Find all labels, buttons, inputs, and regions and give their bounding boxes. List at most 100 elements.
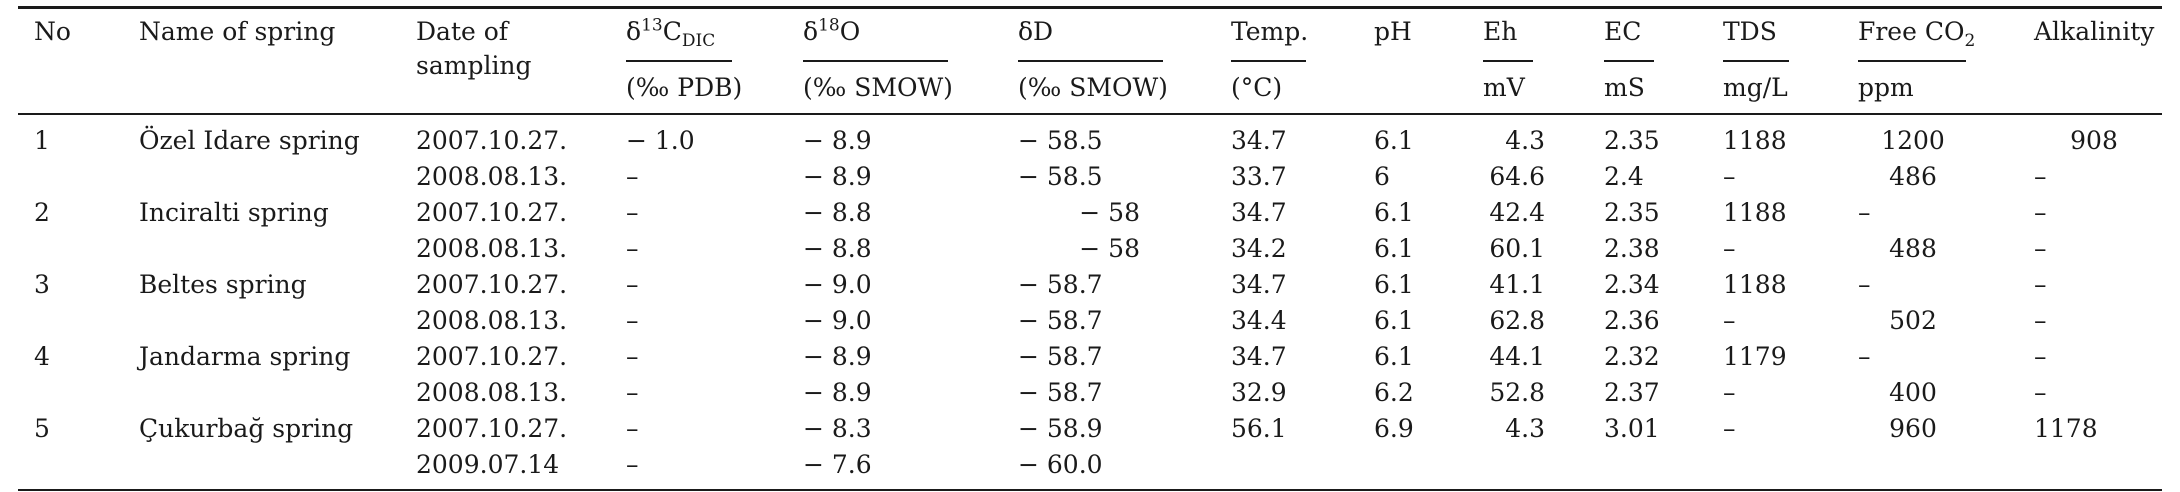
header-temp-unit: (°C) [1231, 73, 1283, 102]
cell-free-co2: 960 [1889, 414, 1937, 443]
cell-d18o: − 8.9 [803, 378, 872, 407]
cell-no: 1 [34, 126, 50, 155]
header-d13c-underline [626, 60, 732, 62]
cell-tds: – [1723, 306, 1736, 335]
cell-ec: 2.32 [1604, 342, 1660, 371]
cell-date: 2009.07.14 [416, 450, 560, 479]
cell-eh: 4.3 [1505, 126, 1545, 155]
cell-ec: 2.36 [1604, 306, 1660, 335]
cell-alkalinity: – [2034, 342, 2047, 371]
cell-alkalinity: – [2034, 270, 2047, 299]
cell-temp: 34.7 [1231, 270, 1287, 299]
header-temp: Temp. [1231, 17, 1309, 46]
table-top-rule [18, 6, 2162, 9]
cell-d18o: − 8.8 [803, 198, 872, 227]
cell-free-co2: 1200 [1881, 126, 1945, 155]
cell-d18o: − 8.9 [803, 126, 872, 155]
cell-ph: 6.1 [1374, 198, 1414, 227]
cell-tds: 1188 [1723, 270, 1787, 299]
cell-alkalinity: – [2034, 198, 2047, 227]
cell-ec: 2.35 [1604, 198, 1660, 227]
cell-d13c: – [626, 234, 639, 263]
cell-tds: 1188 [1723, 198, 1787, 227]
cell-date: 2007.10.27. [416, 342, 568, 371]
cell-dd: − 58.5 [1018, 126, 1103, 155]
cell-d13c: – [626, 306, 639, 335]
cell-date: 2007.10.27. [416, 270, 568, 299]
header-date-line1: Date of [416, 17, 509, 46]
header-eh-unit: mV [1483, 73, 1525, 102]
cell-date: 2008.08.13. [416, 234, 568, 263]
cell-eh: 62.8 [1489, 306, 1545, 335]
cell-tds: – [1723, 414, 1736, 443]
cell-ec: 2.4 [1604, 162, 1644, 191]
header-free-co2-unit: ppm [1858, 73, 1914, 102]
cell-alkalinity: – [2034, 234, 2047, 263]
cell-d13c: – [626, 270, 639, 299]
cell-date: 2008.08.13. [416, 306, 568, 335]
cell-tds: – [1723, 162, 1736, 191]
cell-name: Çukurbağ spring [139, 414, 354, 443]
cell-eh: 60.1 [1489, 234, 1545, 263]
header-d18o-underline [803, 60, 948, 62]
cell-d18o: − 8.9 [803, 342, 872, 371]
header-free-co2: Free CO2 [1858, 17, 1976, 51]
cell-eh: 64.6 [1489, 162, 1545, 191]
cell-d13c: – [626, 162, 639, 191]
cell-d13c: – [626, 414, 639, 443]
cell-tds: 1188 [1723, 126, 1787, 155]
header-no: No [34, 17, 71, 46]
cell-alkalinity: 1178 [2034, 414, 2098, 443]
cell-d18o: − 7.6 [803, 450, 872, 479]
header-ec-unit: mS [1604, 73, 1645, 102]
cell-ec: 3.01 [1604, 414, 1660, 443]
cell-eh: 41.1 [1489, 270, 1545, 299]
cell-alkalinity: – [2034, 306, 2047, 335]
header-d13c: δ13CDIC [626, 15, 716, 51]
cell-temp: 56.1 [1231, 414, 1287, 443]
cell-ph: 6.1 [1374, 270, 1414, 299]
cell-temp: 34.4 [1231, 306, 1287, 335]
cell-ec: 2.37 [1604, 378, 1660, 407]
cell-d13c: – [626, 450, 639, 479]
header-ec-underline [1604, 60, 1654, 62]
cell-date: 2008.08.13. [416, 162, 568, 191]
cell-tds: – [1723, 378, 1736, 407]
cell-date: 2008.08.13. [416, 378, 568, 407]
cell-free-co2: – [1858, 198, 1871, 227]
cell-d18o: − 8.9 [803, 162, 872, 191]
table-header-rule [18, 113, 2162, 115]
cell-tds: 1179 [1723, 342, 1787, 371]
cell-temp: 34.7 [1231, 126, 1287, 155]
cell-ph: 6 [1374, 162, 1390, 191]
cell-alkalinity: 908 [2070, 126, 2118, 155]
cell-name: Inciralti spring [139, 198, 329, 227]
header-d18o-unit: (‰ SMOW) [803, 73, 953, 102]
cell-ph: 6.1 [1374, 342, 1414, 371]
cell-dd: − 58.9 [1018, 414, 1103, 443]
cell-temp: 34.7 [1231, 198, 1287, 227]
cell-temp: 33.7 [1231, 162, 1287, 191]
cell-d13c: – [626, 378, 639, 407]
cell-free-co2: 486 [1889, 162, 1937, 191]
cell-dd: − 58.7 [1018, 270, 1103, 299]
cell-ph: 6.1 [1374, 306, 1414, 335]
cell-no: 4 [34, 342, 50, 371]
cell-name: Jandarma spring [139, 342, 351, 371]
table-bottom-rule [18, 489, 2162, 491]
cell-ph: 6.9 [1374, 414, 1414, 443]
header-tds-unit: mg/L [1723, 73, 1788, 102]
cell-ec: 2.34 [1604, 270, 1660, 299]
cell-tds: – [1723, 234, 1736, 263]
cell-dd: − 58.7 [1018, 306, 1103, 335]
cell-dd: − 58.5 [1018, 162, 1103, 191]
cell-no: 3 [34, 270, 50, 299]
cell-ph: 6.2 [1374, 378, 1414, 407]
header-tds: TDS [1723, 17, 1777, 46]
cell-name: Beltes spring [139, 270, 307, 299]
header-dd: δD [1018, 17, 1054, 46]
header-tds-underline [1723, 60, 1789, 62]
cell-dd: − 58 [1079, 198, 1140, 227]
cell-date: 2007.10.27. [416, 198, 568, 227]
cell-dd: − 58.7 [1018, 342, 1103, 371]
